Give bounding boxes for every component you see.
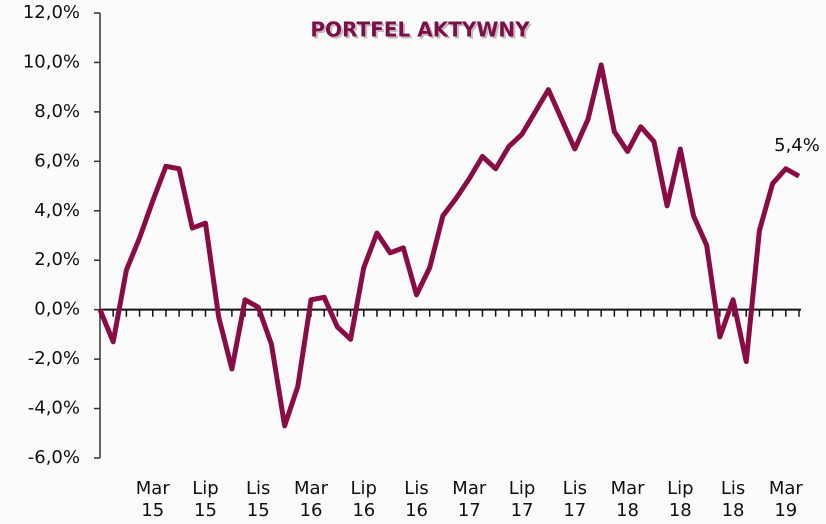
y-tick-label: 2,0% xyxy=(34,249,80,270)
data-label: 5,4% xyxy=(774,135,820,156)
x-tick-label: Mar 19 xyxy=(768,478,803,521)
x-tick-label: Lip 16 xyxy=(350,478,377,521)
x-tick-label: Lis 18 xyxy=(720,478,746,521)
x-tick-label: Mar 15 xyxy=(135,478,170,521)
x-tick-label: Lis 17 xyxy=(562,478,587,521)
y-tick-label: -4,0% xyxy=(28,398,80,419)
x-tick-label: Lip 18 xyxy=(667,478,694,521)
title-shadow: PORTFEL AKTYWNY xyxy=(312,20,532,44)
y-tick-label: 4,0% xyxy=(34,200,80,221)
y-tick-label: 6,0% xyxy=(34,150,80,171)
y-tick-label: 8,0% xyxy=(34,101,80,122)
data-line xyxy=(97,62,801,429)
x-tick-label: Lis 16 xyxy=(404,478,429,521)
x-tick-label: Lip 15 xyxy=(192,478,219,521)
chart-title: PORTFEL AKTYWNY xyxy=(310,18,530,42)
y-tick-label: -2,0% xyxy=(28,348,80,369)
x-tick-label: Mar 17 xyxy=(452,478,487,521)
y-tick-label: 0,0% xyxy=(34,299,80,320)
x-tick-label: Mar 18 xyxy=(610,478,645,521)
x-tick-label: Lip 17 xyxy=(508,478,536,521)
x-tick-label: Lis 15 xyxy=(246,478,271,521)
y-tick-label: 12,0% xyxy=(23,2,80,23)
y-tick-label: -6,0% xyxy=(28,447,80,468)
y-tick-label: 10,0% xyxy=(23,51,80,72)
x-tick-label: Mar 16 xyxy=(294,478,328,521)
